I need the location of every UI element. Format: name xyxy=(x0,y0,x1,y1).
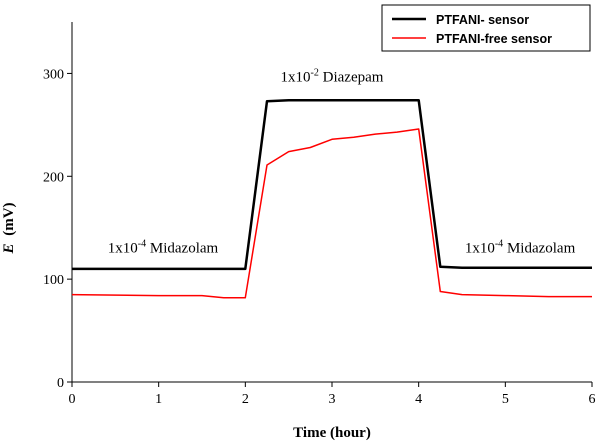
annotation-label: 1x10-2 Diazepam xyxy=(281,68,384,86)
axes xyxy=(67,22,593,387)
x-tick-label: 0 xyxy=(69,392,76,407)
x-axis-title: Time (hour) xyxy=(293,425,371,441)
y-axis-symbol: E xyxy=(1,244,17,255)
x-tick-label: 3 xyxy=(329,392,336,407)
legend-label-ptfani-free: PTFANI-free sensor xyxy=(436,32,552,46)
legend-box xyxy=(381,4,591,52)
y-tick-label: 0 xyxy=(57,376,64,391)
annotation-label: 1x10-4 Midazolam xyxy=(108,238,219,256)
y-tick-label: 200 xyxy=(43,170,64,185)
x-tick-label: 6 xyxy=(589,392,596,407)
legend-label-ptfani: PTFANI- sensor xyxy=(436,13,529,27)
annotation-label: 1x10-4 Midazolam xyxy=(465,238,576,256)
x-tick-label: 1 xyxy=(155,392,162,407)
tick-labels: 0 1 2 3 4 5 6 0 100 200 300 xyxy=(43,67,596,407)
y-axis-title: E (mV) xyxy=(1,202,17,254)
y-axis-unit: (mV) xyxy=(1,202,17,235)
x-tick-label: 4 xyxy=(415,392,422,407)
x-tick-label: 5 xyxy=(502,392,509,407)
legend: PTFANI- sensor PTFANI-free sensor xyxy=(381,4,591,52)
series-line-ptfani-free xyxy=(71,128,592,299)
x-tick-label: 2 xyxy=(242,392,249,407)
series-line-ptfani xyxy=(72,98,592,271)
series-lines xyxy=(71,98,592,299)
annotations: 1x10-4 Midazolam 1x10-2 Diazepam 1x10-4 Mi… xyxy=(108,68,576,257)
y-tick-label: 300 xyxy=(43,67,64,82)
y-tick-label: 100 xyxy=(43,273,64,288)
